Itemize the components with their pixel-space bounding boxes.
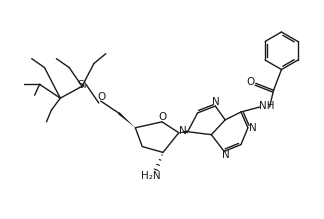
Text: H₂N: H₂N xyxy=(141,171,161,181)
Text: O: O xyxy=(98,92,106,102)
Text: Si: Si xyxy=(77,80,87,90)
Text: NH: NH xyxy=(259,101,274,111)
Polygon shape xyxy=(118,112,135,128)
Text: O: O xyxy=(247,77,255,87)
Text: N: N xyxy=(213,97,220,107)
Text: N: N xyxy=(249,123,257,133)
Polygon shape xyxy=(179,130,188,133)
Text: N: N xyxy=(222,150,230,160)
Text: N: N xyxy=(179,126,187,136)
Text: O: O xyxy=(159,112,167,122)
